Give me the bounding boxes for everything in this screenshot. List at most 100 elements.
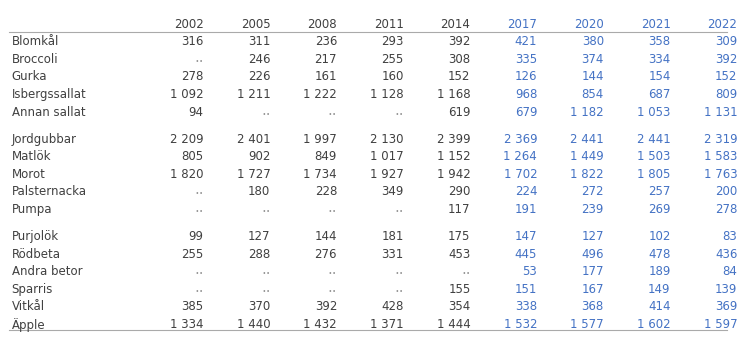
Text: 99: 99 <box>189 230 204 243</box>
Text: Broccoli: Broccoli <box>12 53 58 66</box>
Text: 392: 392 <box>448 35 470 48</box>
Text: 84: 84 <box>723 265 737 278</box>
Text: 117: 117 <box>448 203 470 216</box>
Text: 370: 370 <box>248 300 270 313</box>
Text: 902: 902 <box>248 150 270 163</box>
Text: 1 702: 1 702 <box>503 168 537 181</box>
Text: 1 449: 1 449 <box>570 150 604 163</box>
Text: 311: 311 <box>248 35 270 48</box>
Text: ··: ·· <box>394 267 404 282</box>
Text: 1 532: 1 532 <box>503 318 537 331</box>
Text: 414: 414 <box>648 300 671 313</box>
Text: 161: 161 <box>314 70 337 84</box>
Text: 246: 246 <box>248 53 270 66</box>
Text: 1 602: 1 602 <box>637 318 671 331</box>
Text: 1 820: 1 820 <box>170 168 204 181</box>
Text: 152: 152 <box>715 70 737 84</box>
Text: ··: ·· <box>194 188 204 203</box>
Text: 144: 144 <box>314 230 337 243</box>
Text: ··: ·· <box>328 108 337 123</box>
Text: 968: 968 <box>515 88 537 101</box>
Text: ··: ·· <box>261 285 270 300</box>
Text: 453: 453 <box>448 248 470 261</box>
Text: 269: 269 <box>648 203 671 216</box>
Text: 436: 436 <box>715 248 737 261</box>
Text: 1 092: 1 092 <box>170 88 204 101</box>
Text: 2 369: 2 369 <box>503 133 537 146</box>
Text: Pumpa: Pumpa <box>12 203 52 216</box>
Text: ··: ·· <box>194 55 204 70</box>
Text: 1 222: 1 222 <box>303 88 337 101</box>
Text: 224: 224 <box>514 186 537 198</box>
Text: 1 444: 1 444 <box>437 318 470 331</box>
Text: 151: 151 <box>515 283 537 296</box>
Text: 1 131: 1 131 <box>703 106 737 119</box>
Text: ··: ·· <box>194 285 204 300</box>
Text: 1 211: 1 211 <box>237 88 270 101</box>
Text: 1 942: 1 942 <box>437 168 470 181</box>
Text: 288: 288 <box>248 248 270 261</box>
Text: Palsternacka: Palsternacka <box>12 186 86 198</box>
Text: 2 130: 2 130 <box>370 133 404 146</box>
Text: 53: 53 <box>523 265 537 278</box>
Text: 1 763: 1 763 <box>703 168 737 181</box>
Text: 374: 374 <box>582 53 604 66</box>
Text: 309: 309 <box>715 35 737 48</box>
Text: 421: 421 <box>514 35 537 48</box>
Text: 177: 177 <box>582 265 604 278</box>
Text: 2022: 2022 <box>708 18 737 31</box>
Text: 167: 167 <box>582 283 604 296</box>
Text: 278: 278 <box>715 203 737 216</box>
Text: 255: 255 <box>382 53 404 66</box>
Text: 358: 358 <box>649 35 671 48</box>
Text: ··: ·· <box>328 285 337 300</box>
Text: 1 334: 1 334 <box>170 318 204 331</box>
Text: Annan sallat: Annan sallat <box>12 106 86 119</box>
Text: 809: 809 <box>715 88 737 101</box>
Text: 1 152: 1 152 <box>437 150 470 163</box>
Text: 126: 126 <box>514 70 537 84</box>
Text: Purjolök: Purjolök <box>12 230 59 243</box>
Text: 1 503: 1 503 <box>637 150 671 163</box>
Text: 1 182: 1 182 <box>570 106 604 119</box>
Text: 154: 154 <box>648 70 671 84</box>
Text: 2011: 2011 <box>374 18 404 31</box>
Text: 478: 478 <box>648 248 671 261</box>
Text: 445: 445 <box>515 248 537 261</box>
Text: 854: 854 <box>582 88 604 101</box>
Text: Gurka: Gurka <box>12 70 47 84</box>
Text: 2 441: 2 441 <box>637 133 671 146</box>
Text: 1 168: 1 168 <box>437 88 470 101</box>
Text: 369: 369 <box>715 300 737 313</box>
Text: 278: 278 <box>182 70 204 84</box>
Text: 1 727: 1 727 <box>237 168 270 181</box>
Text: 2020: 2020 <box>574 18 604 31</box>
Text: Blomkål: Blomkål <box>12 35 59 48</box>
Text: 334: 334 <box>648 53 671 66</box>
Text: 1 822: 1 822 <box>570 168 604 181</box>
Text: ··: ·· <box>194 267 204 282</box>
Text: 354: 354 <box>448 300 470 313</box>
Text: 687: 687 <box>648 88 671 101</box>
Text: 2005: 2005 <box>241 18 270 31</box>
Text: 2 441: 2 441 <box>570 133 604 146</box>
Text: 331: 331 <box>382 248 404 261</box>
Text: 83: 83 <box>723 230 737 243</box>
Text: 316: 316 <box>182 35 204 48</box>
Text: 338: 338 <box>515 300 537 313</box>
Text: ··: ·· <box>394 108 404 123</box>
Text: 1 371: 1 371 <box>370 318 404 331</box>
Text: 392: 392 <box>715 53 737 66</box>
Text: 239: 239 <box>582 203 604 216</box>
Text: 217: 217 <box>314 53 337 66</box>
Text: Matlök: Matlök <box>12 150 51 163</box>
Text: 2 401: 2 401 <box>237 133 270 146</box>
Text: ··: ·· <box>261 205 270 220</box>
Text: 619: 619 <box>448 106 470 119</box>
Text: 679: 679 <box>514 106 537 119</box>
Text: 805: 805 <box>182 150 204 163</box>
Text: 1 017: 1 017 <box>370 150 404 163</box>
Text: 1 128: 1 128 <box>370 88 404 101</box>
Text: 2021: 2021 <box>641 18 671 31</box>
Text: 200: 200 <box>715 186 737 198</box>
